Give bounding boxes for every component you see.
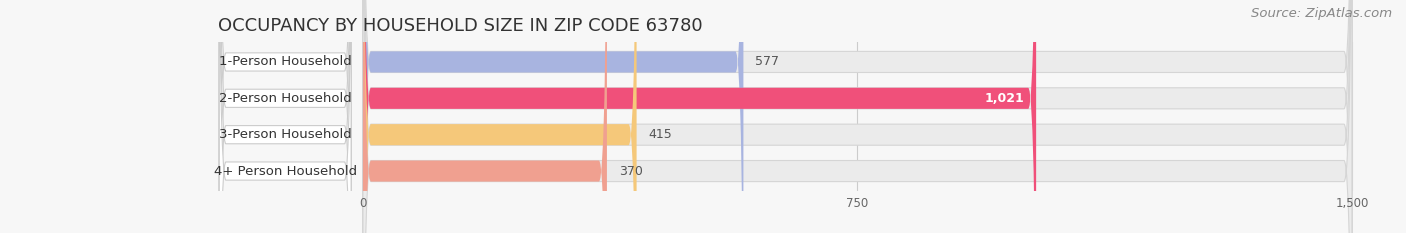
FancyBboxPatch shape	[363, 0, 1353, 233]
FancyBboxPatch shape	[363, 0, 637, 233]
Text: 415: 415	[648, 128, 672, 141]
Text: 3-Person Household: 3-Person Household	[219, 128, 352, 141]
Text: Source: ZipAtlas.com: Source: ZipAtlas.com	[1251, 7, 1392, 20]
Text: OCCUPANCY BY HOUSEHOLD SIZE IN ZIP CODE 63780: OCCUPANCY BY HOUSEHOLD SIZE IN ZIP CODE …	[218, 17, 703, 35]
Text: 577: 577	[755, 55, 779, 69]
FancyBboxPatch shape	[363, 0, 1353, 233]
FancyBboxPatch shape	[219, 0, 352, 233]
FancyBboxPatch shape	[219, 0, 352, 233]
Text: 1-Person Household: 1-Person Household	[219, 55, 352, 69]
Text: 2-Person Household: 2-Person Household	[219, 92, 352, 105]
FancyBboxPatch shape	[363, 0, 1353, 233]
Text: 1,021: 1,021	[984, 92, 1024, 105]
FancyBboxPatch shape	[363, 0, 744, 233]
FancyBboxPatch shape	[219, 0, 352, 233]
FancyBboxPatch shape	[363, 0, 1353, 233]
Text: 4+ Person Household: 4+ Person Household	[214, 164, 357, 178]
FancyBboxPatch shape	[363, 0, 607, 233]
Text: 370: 370	[619, 164, 643, 178]
FancyBboxPatch shape	[363, 0, 1036, 233]
FancyBboxPatch shape	[219, 0, 352, 233]
